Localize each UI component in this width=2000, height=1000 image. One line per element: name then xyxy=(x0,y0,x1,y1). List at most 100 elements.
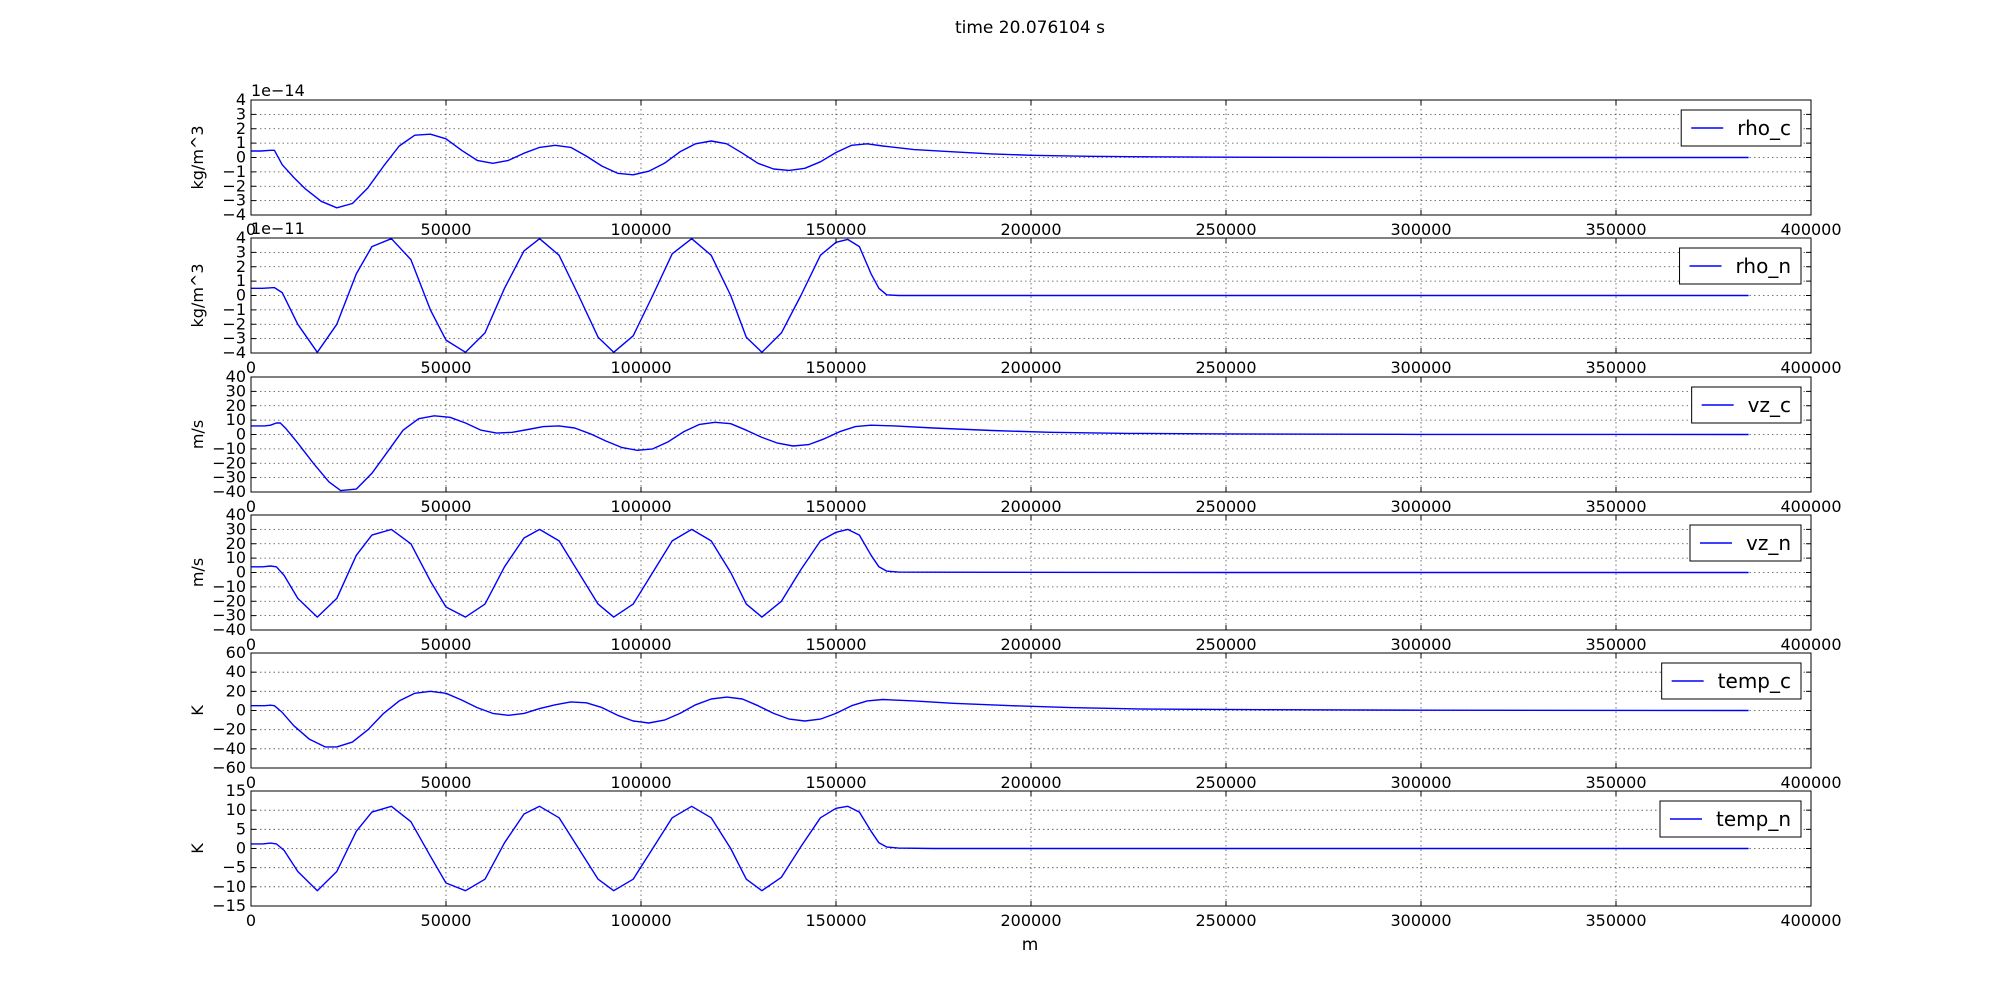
x-tick-label: 0 xyxy=(246,358,256,377)
y-tick-label: −2 xyxy=(222,176,246,195)
legend-label: temp_c xyxy=(1718,669,1791,693)
y-tick-label: −3 xyxy=(222,329,246,348)
y-tick-label: −40 xyxy=(212,739,246,758)
x-tick-label: 250000 xyxy=(1195,911,1256,930)
x-tick-label: 0 xyxy=(246,773,256,792)
y-tick-label: −40 xyxy=(212,620,246,639)
y-tick-label: 3 xyxy=(236,104,246,123)
x-tick-label: 400000 xyxy=(1780,220,1841,239)
y-tick-label: −30 xyxy=(212,468,246,487)
legend-rho_c: rho_c xyxy=(1680,109,1802,147)
y-tick-label: 20 xyxy=(226,396,246,415)
subplot-temp_c: 0 50000 100000 150000 200000 250000 300000 3500… xyxy=(188,643,1842,792)
x-tick-label: 200000 xyxy=(1000,358,1061,377)
x-tick-label: 250000 xyxy=(1195,635,1256,654)
legend-label: rho_c xyxy=(1737,116,1791,140)
y-tick-label: 2 xyxy=(236,119,246,138)
y-tick-label: −20 xyxy=(212,720,246,739)
y-tick-label: −10 xyxy=(212,577,246,596)
subplot-vz_c: 0 50000 100000 150000 200000 250000 300000 3500… xyxy=(188,367,1842,516)
y-tick-label: −4 xyxy=(222,343,246,362)
series-line-rho_n xyxy=(251,238,1749,353)
y-tick-label: 15 xyxy=(226,781,246,800)
y-axis-label: kg/m^3 xyxy=(188,264,207,328)
y-tick-label: 60 xyxy=(226,643,246,662)
x-tick-label: 100000 xyxy=(610,497,671,516)
x-tick-label: 250000 xyxy=(1195,773,1256,792)
subplot-panels: 0 50000 100000 150000 200000 250000 300000 3500… xyxy=(188,81,1842,930)
y-tick-label: −2 xyxy=(222,314,246,333)
y-axis-label: K xyxy=(188,705,207,716)
x-tick-label: 100000 xyxy=(610,911,671,930)
y-tick-label: 2 xyxy=(236,257,246,276)
y-tick-label: 10 xyxy=(226,800,246,819)
scale-offset-label: 1e−14 xyxy=(251,81,305,100)
x-tick-label: 0 xyxy=(246,497,256,516)
x-tick-label: 100000 xyxy=(610,635,671,654)
y-tick-label: −10 xyxy=(212,877,246,896)
x-tick-label: 100000 xyxy=(610,358,671,377)
legend-rho_n: rho_n xyxy=(1679,247,1802,285)
y-tick-label: 0 xyxy=(236,839,246,858)
x-tick-label: 400000 xyxy=(1780,911,1841,930)
y-tick-label: 1 xyxy=(236,133,246,152)
x-tick-label: 50000 xyxy=(421,220,472,239)
legend-temp_c: temp_c xyxy=(1661,662,1802,700)
subplot-temp_n: 0 50000 100000 150000 200000 250000 300000 3500… xyxy=(188,781,1842,930)
y-tick-label: 30 xyxy=(226,381,246,400)
y-tick-label: −1 xyxy=(222,162,246,181)
x-tick-label: 150000 xyxy=(805,773,866,792)
y-axis-label: m/s xyxy=(188,558,207,587)
y-tick-label: 40 xyxy=(226,505,246,524)
x-tick-label: 50000 xyxy=(421,358,472,377)
y-tick-label: −1 xyxy=(222,300,246,319)
y-axis-label: K xyxy=(188,843,207,854)
x-tick-label: 150000 xyxy=(805,497,866,516)
legend-label: temp_n xyxy=(1716,807,1791,831)
y-tick-label: 20 xyxy=(226,681,246,700)
y-tick-label: 0 xyxy=(236,563,246,582)
x-tick-label: 50000 xyxy=(421,773,472,792)
x-tick-label: 350000 xyxy=(1585,773,1646,792)
y-tick-label: 4 xyxy=(236,228,246,247)
x-tick-label: 250000 xyxy=(1195,497,1256,516)
x-tick-label: 300000 xyxy=(1390,497,1451,516)
y-tick-label: −60 xyxy=(212,758,246,777)
y-tick-label: −4 xyxy=(222,205,246,224)
series-line-temp_n xyxy=(251,805,1749,892)
y-tick-label: 0 xyxy=(236,148,246,167)
y-tick-label: 10 xyxy=(226,548,246,567)
x-tick-label: 200000 xyxy=(1000,911,1061,930)
subplot-vz_n: 0 50000 100000 150000 200000 250000 300000 3500… xyxy=(188,505,1842,654)
subplot-rho_n: 0 50000 100000 150000 200000 250000 300000 3500… xyxy=(188,219,1842,377)
x-tick-label: 0 xyxy=(246,635,256,654)
x-tick-label: 50000 xyxy=(421,497,472,516)
series-line-rho_c xyxy=(251,133,1749,209)
scale-offset-label: 1e−11 xyxy=(251,219,305,238)
x-tick-label: 200000 xyxy=(1000,497,1061,516)
y-tick-label: −30 xyxy=(212,606,246,625)
x-tick-label: 350000 xyxy=(1585,911,1646,930)
y-tick-label: 10 xyxy=(226,410,246,429)
y-axis-label: m/s xyxy=(188,420,207,449)
x-tick-label: 350000 xyxy=(1585,497,1646,516)
y-tick-label: 5 xyxy=(236,819,246,838)
legend-vz_n: vz_n xyxy=(1689,524,1802,562)
y-tick-label: 40 xyxy=(226,662,246,681)
legend-label: vz_c xyxy=(1748,393,1791,417)
x-tick-label: 300000 xyxy=(1390,773,1451,792)
x-tick-label: 200000 xyxy=(1000,220,1061,239)
x-tick-label: 150000 xyxy=(805,358,866,377)
x-tick-label: 400000 xyxy=(1780,358,1841,377)
x-tick-label: 350000 xyxy=(1585,358,1646,377)
legend-temp_n: temp_n xyxy=(1659,800,1802,838)
x-tick-label: 150000 xyxy=(805,911,866,930)
x-tick-label: 400000 xyxy=(1780,773,1841,792)
y-tick-label: −10 xyxy=(212,439,246,458)
y-tick-label: 20 xyxy=(226,534,246,553)
series-line-vz_n xyxy=(251,528,1749,618)
subplot-rho_c: 0 50000 100000 150000 200000 250000 300000 3500… xyxy=(188,81,1842,239)
legend-label: rho_n xyxy=(1736,254,1791,278)
x-tick-label: 150000 xyxy=(805,635,866,654)
x-tick-label: 300000 xyxy=(1390,358,1451,377)
